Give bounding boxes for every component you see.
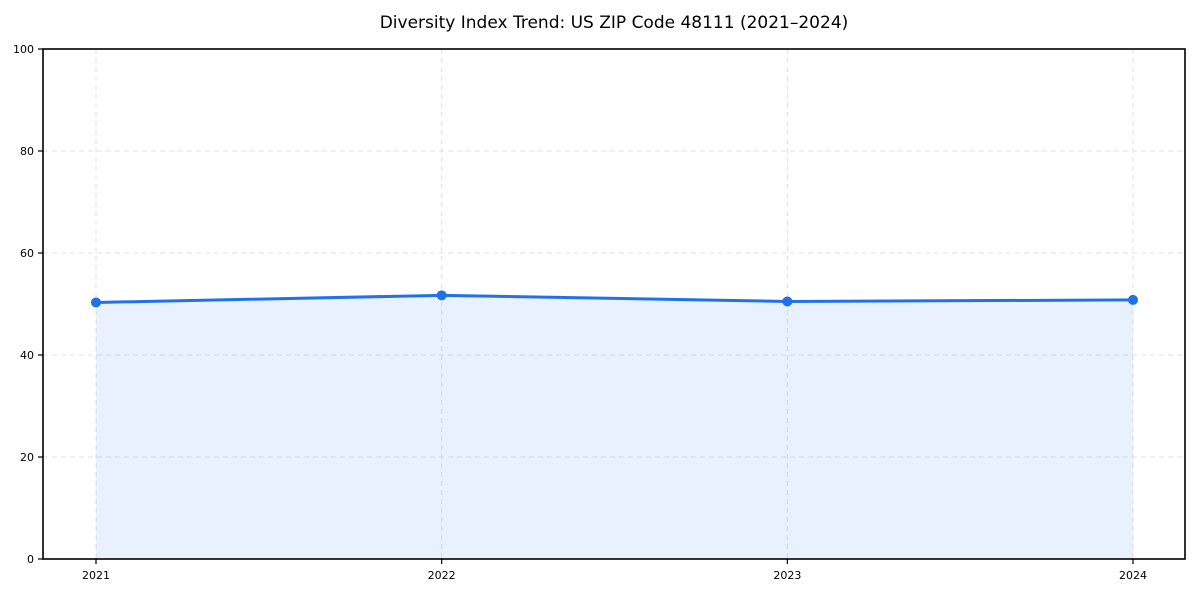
plot-frame (42, 48, 1186, 560)
y-tick-label: 60 (20, 247, 34, 260)
axis-ticks (38, 48, 1134, 564)
plot-border (42, 48, 1186, 560)
data-point-marker (436, 290, 447, 301)
series-line (94, 293, 1135, 304)
x-tick-label: 2023 (773, 569, 801, 582)
data-point-marker (91, 297, 101, 308)
chart-title: Diversity Index Trend: US ZIP Code 48111… (379, 13, 849, 33)
trend-line (94, 293, 1135, 304)
axis-labels: 0 20 40 60 80 100 2021 2022 2023 2024 (13, 43, 1147, 582)
y-tick-label: 20 (20, 451, 34, 464)
x-tick-label: 2021 (82, 569, 110, 582)
x-tick-label: 2024 (1119, 569, 1147, 582)
area-fill (96, 295, 1133, 559)
data-point-marker (1128, 294, 1138, 305)
y-tick-label: 0 (27, 553, 34, 566)
series-area (96, 295, 1133, 559)
y-tick-label: 80 (20, 145, 34, 158)
data-markers (91, 290, 1138, 308)
data-point-marker (782, 296, 793, 307)
y-tick-label: 100 (13, 43, 34, 56)
x-tick-label: 2022 (428, 569, 456, 582)
gridlines (43, 49, 1185, 559)
y-tick-label: 40 (20, 349, 34, 362)
